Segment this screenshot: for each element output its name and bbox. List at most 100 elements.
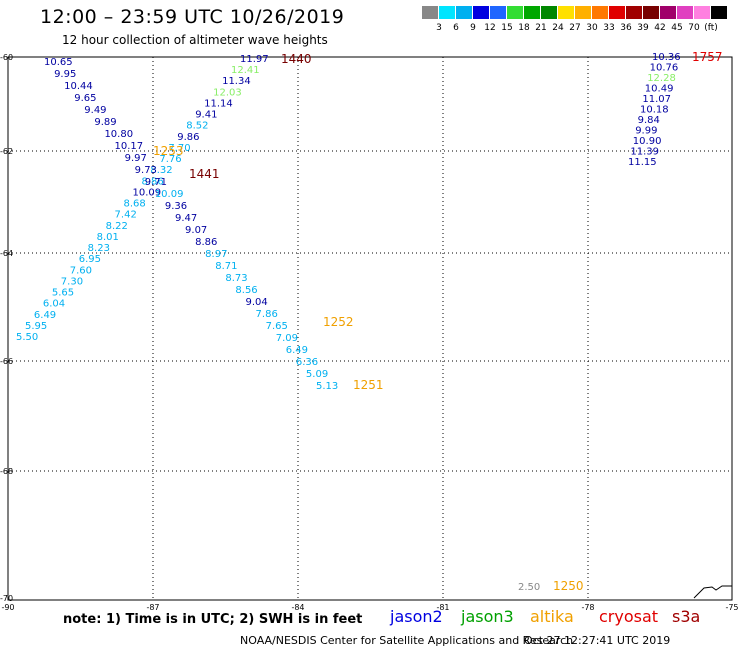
wave-height-value: 10.80 [104,129,133,140]
wave-height-value: 10.65 [44,57,73,68]
wave-height-value: 9.84 [638,115,660,126]
wave-height-value: 8.01 [97,232,119,243]
footer-timestamp: Oct 27 12:27:41 UTC 2019 [524,634,671,647]
wave-height-value: 10.18 [640,105,669,116]
wave-height-value: 8.22 [106,221,128,232]
lat-tick-label: -70 [0,594,13,603]
wave-height-value: 11.14 [204,98,233,109]
wave-height-value: 8.71 [215,261,237,272]
wave-height-value: 12.03 [213,87,242,98]
wave-height-value: 7.70 [168,143,190,154]
time-label: 1440 [281,52,312,66]
legend-label: 36 [620,23,632,33]
lon-tick-label: -75 [725,603,738,612]
legend-swatch [609,6,625,19]
legend-label: 21 [535,23,547,33]
wave-height-value: 7.76 [159,154,181,165]
wave-height-value: 12.28 [647,73,676,84]
wave-height-value: 10.36 [652,52,681,63]
wave-height-value: 5.65 [52,288,74,299]
satellite-name: jason2 [390,607,443,626]
legend-swatch [694,6,710,19]
wave-height-value: 9.95 [54,69,76,80]
lon-tick-label: -90 [1,603,14,612]
lat-tick-label: -64 [0,249,13,258]
wave-height-value: 8.97 [205,249,227,260]
coastline [693,585,732,599]
footer-credit: NOAA/NESDIS Center for Satellite Applica… [240,634,574,647]
lat-tick-label: -66 [0,357,13,366]
legend-label: 6 [453,23,459,33]
wave-height-value: 8.68 [124,199,146,210]
wave-height-value: 10.17 [115,141,144,152]
map-subtitle: 12 hour collection of altimeter wave hei… [62,33,328,47]
map-title: 12:00 – 23:59 UTC 10/26/2019 [40,6,345,28]
lat-tick-label: -60 [0,53,13,62]
legend-swatch [456,6,472,19]
lon-tick-label: -84 [291,603,304,612]
legend-swatch [524,6,540,19]
legend-swatch [473,6,489,19]
legend-label: 15 [501,23,513,33]
time-label: 1253 [153,144,184,158]
wave-height-value: 7.60 [70,265,92,276]
wave-height-value: 9.99 [635,126,657,137]
wave-height-value: 9.36 [165,201,187,212]
legend-label: 27 [569,23,581,33]
wave-height-value: 9.86 [177,132,199,143]
wave-height-value: 5.13 [316,381,338,392]
satellite-name: s3a [672,607,701,626]
wave-height-value: 6.36 [296,357,318,368]
legend-swatch [541,6,557,19]
wave-height-value: 10.09 [132,187,161,198]
legend-label: 45 [671,23,683,33]
wave-height-value: 6.95 [79,254,101,265]
wave-height-value: 5.50 [16,332,38,343]
legend-swatch [558,6,574,19]
wave-height-value: 9.89 [94,117,116,128]
legend-swatch [490,6,506,19]
legend-swatch [507,6,523,19]
wave-height-value: 9.04 [245,297,267,308]
wave-height-value: 10.76 [650,63,679,74]
wave-height-value: 5.95 [25,321,47,332]
note-text: note: 1) Time is in UTC; 2) SWH is in fe… [63,612,363,627]
legend-swatch [439,6,455,19]
time-label: 1251 [353,378,384,392]
legend-label: 18 [518,23,530,33]
wave-height-value: 9.65 [74,93,96,104]
legend-label: 33 [603,23,615,33]
wave-height-value: 8.52 [186,121,208,132]
wave-height-value: 9.73 [135,165,157,176]
wave-height-value: 11.15 [628,157,657,168]
wave-height-value: 8.86 [141,176,163,187]
legend-label: 42 [654,23,666,33]
wave-height-value: 11.97 [240,54,269,65]
lon-tick-label: -81 [436,603,449,612]
wave-height-value: 9.07 [185,225,207,236]
satellite-name: jason3 [461,607,514,626]
wave-height-value: 12.41 [231,65,260,76]
map-frame [7,56,733,601]
legend-label: 9 [470,23,476,33]
lat-tick-label: -62 [0,147,13,156]
wave-height-value: 8.23 [88,243,110,254]
time-label: 1250 [553,579,584,593]
wave-height-value: 10.90 [633,136,662,147]
legend-label: 3 [436,23,442,33]
wave-height-value: 7.42 [115,210,137,221]
legend-label: (ft) [704,23,718,33]
wave-height-value: 6.49 [286,345,308,356]
legend-swatch [575,6,591,19]
time-label: 1441 [189,167,220,181]
legend-swatch [711,6,727,19]
wave-height-value: 6.49 [34,310,56,321]
wave-height-value: 7.86 [256,309,278,320]
legend-label: 24 [552,23,564,33]
legend-swatch [592,6,608,19]
time-label: 1757 [692,50,723,64]
lon-tick-label: -78 [581,603,594,612]
wave-height-value: 10.49 [645,84,674,95]
legend-label: 12 [484,23,496,33]
wave-height-value: 11.07 [642,94,671,105]
